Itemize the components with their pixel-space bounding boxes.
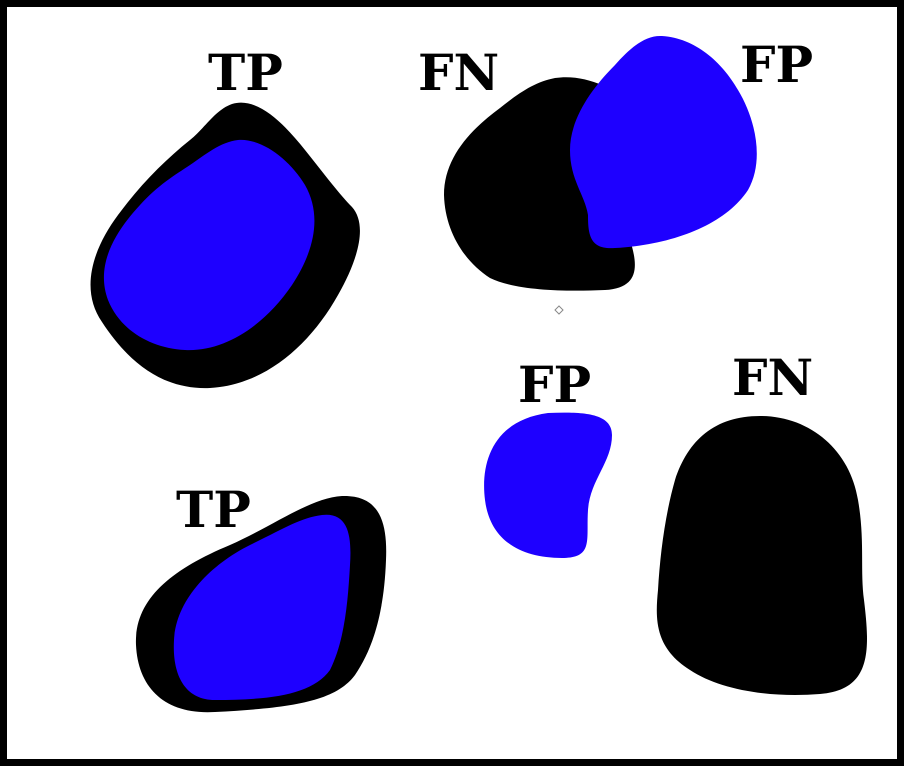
tp-bottom-label: TP [176,480,251,539]
tp-top-prediction-blob [103,139,315,351]
fn-right-label: FN [732,348,813,407]
center-marker [554,305,564,315]
fn-top-label: FN [418,43,499,102]
fp-mid-prediction-blob [484,412,612,558]
tp-bottom-prediction-blob [173,514,351,700]
fn-right-ground-truth-blob [656,416,868,695]
fp-mid-label: FP [518,355,591,414]
tp-top-label: TP [208,43,283,102]
fp-top-label: FP [740,35,813,94]
fp-top-prediction-blob [570,35,757,249]
